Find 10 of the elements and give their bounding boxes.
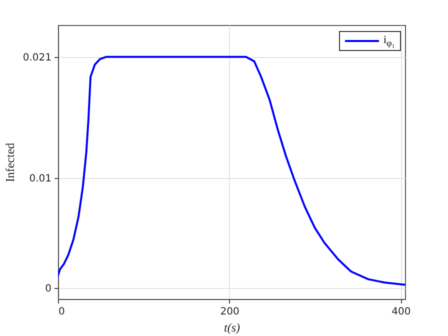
x-tick-label: 400 xyxy=(392,306,411,318)
line-series xyxy=(58,56,405,286)
x-axis-title: t(s) xyxy=(224,320,240,334)
x-tick-label: 0 xyxy=(58,306,65,318)
y-axis-title: Infected xyxy=(2,142,17,182)
y-tick-label: 0 xyxy=(45,283,52,294)
y-tick-label: 0.021 xyxy=(22,52,52,64)
legend-label: i$_{φ₁}$ xyxy=(383,34,395,48)
x-tick-label: 200 xyxy=(220,306,240,318)
y-tick-label: 0.01 xyxy=(29,173,52,184)
